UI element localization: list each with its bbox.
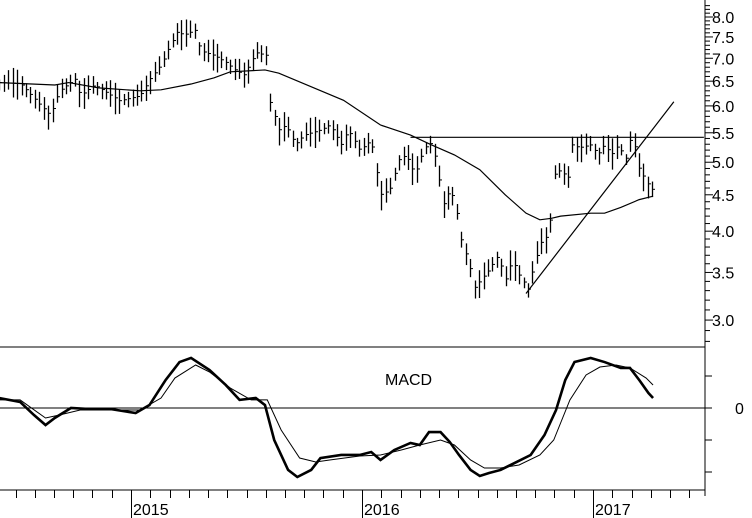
- y-tick-label: 6.5: [712, 74, 734, 91]
- y-tick-label: 4.5: [712, 188, 734, 205]
- y-tick-label: 6.0: [712, 99, 734, 116]
- trendline-line: [525, 101, 675, 294]
- y-tick-label: 5.0: [712, 155, 734, 172]
- macd-tick-label: 0: [735, 401, 744, 418]
- y-tick-label: 8.0: [712, 10, 734, 27]
- year-label: 2015: [133, 502, 169, 518]
- y-tick-label: 3.5: [712, 265, 734, 282]
- year-label: 2016: [364, 502, 400, 518]
- moving-average-line: [0, 69, 654, 221]
- axes: 8.0 7.5 7.0 6.5 6.0 5.5 5.0 4.5 4.0 3.5 3.0 0 2015 20…: [16, 5, 744, 518]
- y-tick-label: 7.0: [712, 51, 734, 68]
- y-tick-label: 3.0: [712, 313, 734, 330]
- macd-line: [0, 356, 655, 479]
- y-tick-label: 4.0: [712, 224, 734, 241]
- y-tick-label: 7.5: [712, 30, 734, 47]
- y-tick-label: 5.5: [712, 126, 734, 143]
- macd-label: MACD: [385, 372, 432, 389]
- signal-line: [0, 364, 654, 469]
- overlay-lines: [0, 69, 704, 479]
- year-label: 2017: [595, 502, 631, 518]
- price-bars: [0, 19, 655, 299]
- chart-frame: [0, 0, 706, 496]
